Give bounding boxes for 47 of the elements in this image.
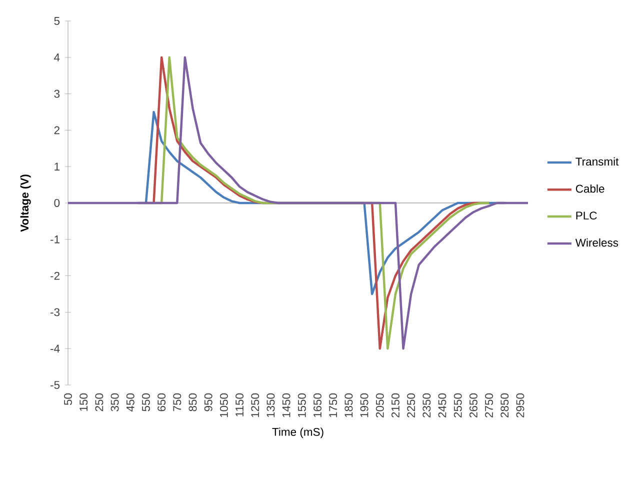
x-tick-label: 750 (173, 393, 182, 412)
x-tick-label: 1850 (344, 393, 353, 418)
x-tick-label: 650 (158, 393, 166, 412)
x-tick-label: 2650 (469, 393, 478, 418)
x-tick-label: 2250 (407, 393, 416, 418)
y-tick-label: 2 (54, 126, 60, 134)
legend-label: PLC (576, 212, 597, 220)
y-tick-label: -3 (50, 308, 60, 316)
x-tick-label: 2350 (422, 393, 431, 418)
x-tick-label: 350 (110, 393, 119, 412)
x-tick-label: 2950 (516, 393, 524, 418)
legend-label: Cable (576, 184, 604, 193)
y-tick-label: -4 (50, 344, 60, 352)
x-tick-label: 1650 (314, 393, 322, 418)
x-tick-label: 1150 (236, 393, 244, 416)
y-tick-label: -1 (50, 236, 60, 244)
x-tick-label: 1950 (360, 393, 368, 418)
legend-label: Wireless (575, 238, 618, 247)
x-tick-label: 250 (95, 393, 104, 412)
x-axis-title: Time (mS) (272, 428, 324, 438)
x-tick-label: 550 (142, 393, 150, 412)
x-tick-label: 150 (80, 393, 88, 411)
x-tick-label: 1250 (251, 393, 260, 418)
y-tick-label: 4 (54, 54, 60, 62)
y-tick-label: 0 (54, 199, 60, 207)
y-tick-label: 1 (54, 162, 60, 170)
x-tick-label: 2050 (376, 393, 384, 418)
x-tick-label: 1750 (329, 393, 338, 418)
y-tick-label: 3 (54, 90, 60, 98)
legend-label: Transmit (576, 157, 619, 166)
x-tick-label: 450 (126, 393, 134, 412)
y-tick-label: 5 (54, 17, 60, 25)
y-tick-label: -2 (50, 272, 60, 280)
x-tick-label: 850 (188, 393, 197, 412)
x-tick-label: 2850 (500, 393, 509, 418)
x-tick-label: 50 (64, 393, 72, 406)
y-axis-title: Voltage (V) (20, 174, 31, 232)
x-tick-label: 1550 (298, 393, 306, 418)
y-tick-label: -5 (50, 381, 60, 389)
x-tick-label: 950 (204, 393, 212, 412)
x-tick-label: 2750 (485, 393, 494, 418)
x-tick-label: 2450 (438, 393, 446, 418)
x-tick-label: 2150 (391, 393, 400, 418)
x-tick-label: 2550 (454, 393, 462, 418)
x-tick-label: 1350 (266, 393, 275, 418)
x-tick-label: 1450 (282, 393, 290, 418)
x-tick-label: 1050 (220, 393, 228, 418)
